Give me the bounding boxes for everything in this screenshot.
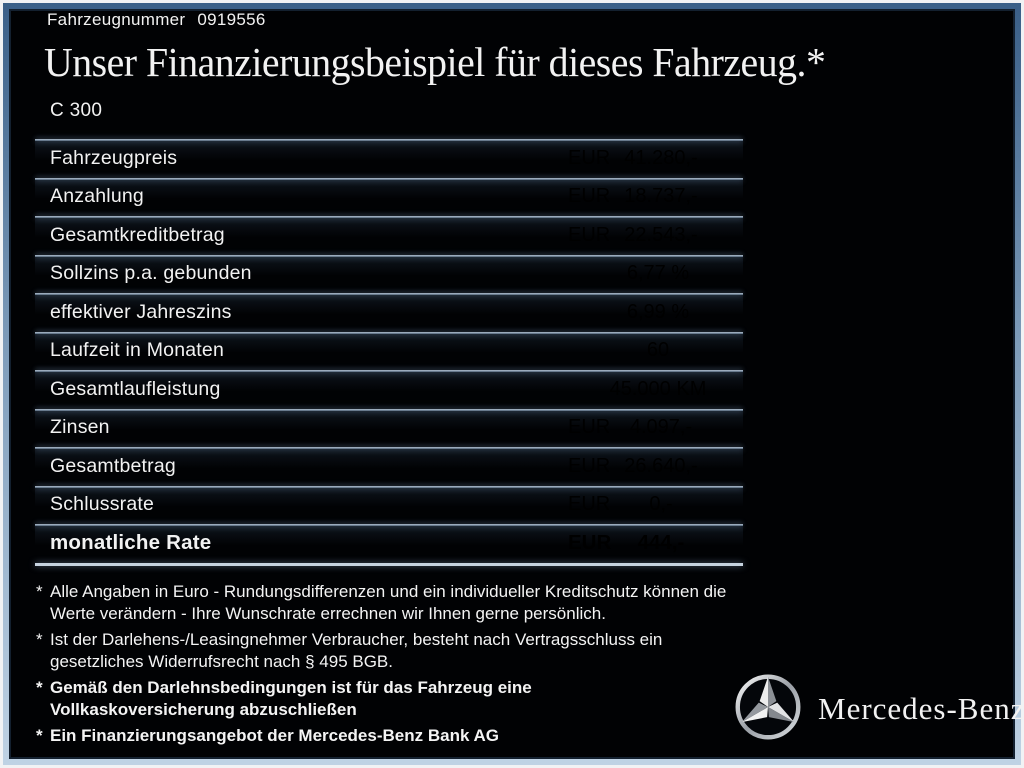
table-row-gesamtkreditbetrag: Gesamtkreditbetrag EUR 22.543,- bbox=[35, 216, 743, 255]
row-label: Sollzins p.a. gebunden bbox=[50, 262, 252, 285]
row-currency: EUR bbox=[568, 454, 611, 477]
footnote-1: * Alle Angaben in Euro - Rundungsdiffere… bbox=[36, 581, 742, 625]
vehicle-number-label: Fahrzeugnummer bbox=[47, 10, 186, 29]
row-label: Zinsen bbox=[50, 416, 110, 439]
row-label: Laufzeit in Monaten bbox=[50, 339, 224, 362]
financing-table: Fahrzeugpreis EUR 41.280,- Anzahlung EUR… bbox=[35, 139, 743, 566]
row-currency: EUR bbox=[568, 223, 611, 246]
footnote-2: * Ist der Darlehens-/Leasingnehmer Verbr… bbox=[36, 629, 742, 673]
footnote-marker: * bbox=[36, 726, 43, 745]
row-value: 6,99 % bbox=[626, 300, 690, 323]
table-row-schlussrate: Schlussrate EUR 0,- bbox=[35, 485, 743, 524]
row-value: 18.737,- bbox=[624, 185, 698, 208]
row-label: effektiver Jahreszins bbox=[50, 300, 232, 323]
footnote-marker: * bbox=[36, 630, 43, 649]
brand-wordmark: Mercedes-Benz bbox=[818, 691, 1024, 726]
table-row-fahrzeugpreis: Fahrzeugpreis EUR 41.280,- bbox=[35, 139, 743, 178]
mercedes-star-icon bbox=[735, 674, 801, 740]
row-label: Gesamtlaufleistung bbox=[50, 377, 221, 400]
footnote-marker: * bbox=[36, 678, 43, 697]
row-currency: EUR bbox=[568, 416, 611, 439]
vehicle-number-line: Fahrzeugnummer 0919556 bbox=[47, 10, 266, 30]
row-currency: EUR bbox=[568, 185, 611, 208]
row-value: 444,- bbox=[637, 531, 685, 555]
table-row-laufzeit: Laufzeit in Monaten 60 bbox=[35, 331, 743, 370]
footnote-line: Vollkaskoversicherung abzuschließen bbox=[50, 700, 357, 719]
row-label: Fahrzeugpreis bbox=[50, 146, 178, 169]
footnote-4: * Ein Finanzierungsangebot der Mercedes-… bbox=[36, 725, 742, 747]
footnote-text: Ist der Darlehens-/Leasingnehmer Verbrau… bbox=[50, 629, 742, 673]
row-value: 26.640,- bbox=[624, 454, 698, 477]
footnote-text: Gemäß den Darlehnsbedingungen ist für da… bbox=[50, 677, 742, 721]
footnote-line: Ist der Darlehens-/Leasingnehmer Verbrau… bbox=[50, 630, 663, 649]
row-currency: EUR bbox=[568, 146, 611, 169]
row-label: Anzahlung bbox=[50, 185, 144, 208]
row-value: 4.097,- bbox=[629, 416, 693, 439]
row-label: Schlussrate bbox=[50, 493, 155, 516]
row-value: 41.280,- bbox=[624, 146, 698, 169]
footnotes: * Alle Angaben in Euro - Rundungsdiffere… bbox=[36, 581, 742, 751]
footnote-line: gesetzliches Widerrufsrecht nach § 495 B… bbox=[50, 652, 393, 671]
footnote-marker: * bbox=[36, 582, 43, 601]
footnote-line: Gemäß den Darlehnsbedingungen ist für da… bbox=[50, 678, 532, 697]
row-label: Gesamtbetrag bbox=[50, 454, 176, 477]
row-label: monatliche Rate bbox=[50, 531, 212, 555]
model-name: C 300 bbox=[50, 100, 103, 121]
table-row-zinsen: Zinsen EUR 4.097,- bbox=[35, 408, 743, 447]
row-currency: EUR bbox=[568, 493, 611, 516]
row-value: 0,- bbox=[649, 493, 673, 516]
row-value: 60 bbox=[646, 339, 670, 362]
table-row-monatliche-rate: monatliche Rate EUR 444,- bbox=[35, 524, 743, 563]
row-label: Gesamtkreditbetrag bbox=[50, 223, 225, 246]
table-row-gesamtlaufleistung: Gesamtlaufleistung 45.000 KM bbox=[35, 370, 743, 409]
footnote-line: Werte verändern - Ihre Wunschrate errech… bbox=[50, 604, 606, 623]
table-row-effektiver-jahreszins: effektiver Jahreszins 6,99 % bbox=[35, 293, 743, 332]
table-row-gesamtbetrag: Gesamtbetrag EUR 26.640,- bbox=[35, 447, 743, 486]
row-value: 45.000 KM bbox=[609, 377, 707, 400]
footnote-line: Ein Finanzierungsangebot der Mercedes-Be… bbox=[50, 726, 500, 745]
page-title: Unser Finanzierungsbeispiel für dieses F… bbox=[44, 39, 826, 85]
row-currency: EUR bbox=[568, 531, 612, 555]
footnote-line: Alle Angaben in Euro - Rundungsdifferenz… bbox=[50, 582, 727, 601]
table-row-sollzins: Sollzins p.a. gebunden 6,77 % bbox=[35, 254, 743, 293]
footnote-text: Ein Finanzierungsangebot der Mercedes-Be… bbox=[50, 725, 742, 747]
footnote-3: * Gemäß den Darlehnsbedingungen ist für … bbox=[36, 677, 742, 721]
row-value: 22.543,- bbox=[624, 223, 698, 246]
table-row-anzahlung: Anzahlung EUR 18.737,- bbox=[35, 177, 743, 216]
row-value: 6,77 % bbox=[626, 262, 690, 285]
vehicle-number-value: 0919556 bbox=[197, 10, 266, 29]
footnote-text: Alle Angaben in Euro - Rundungsdifferenz… bbox=[50, 581, 742, 625]
